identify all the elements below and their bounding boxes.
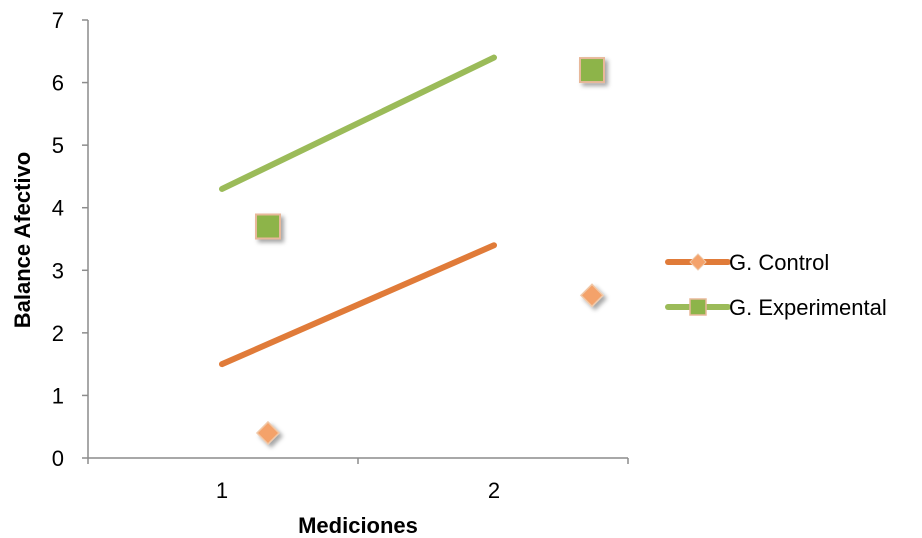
y-tick-label: 3 — [52, 258, 64, 283]
y-tick-label: 1 — [52, 383, 64, 408]
y-tick-label: 7 — [52, 8, 64, 33]
data-point-g-control — [255, 420, 281, 446]
legend-label: G. Control — [729, 250, 829, 275]
y-tick-label: 0 — [52, 446, 64, 471]
y-axis-ticks: 0 1 2 3 4 5 6 7 — [52, 8, 88, 471]
x-tick-label: 1 — [216, 478, 228, 503]
legend-entry-g-control: G. Control — [665, 250, 829, 275]
y-tick-label: 5 — [52, 133, 64, 158]
y-tick-label: 2 — [52, 321, 64, 346]
series-line-g-control — [219, 242, 497, 368]
x-tick-label: 2 — [488, 478, 500, 503]
legend-label: G. Experimental — [729, 295, 887, 320]
series-line-g-experimental — [219, 54, 497, 192]
x-axis-title: Mediciones — [298, 513, 418, 538]
data-point-g-control — [579, 283, 605, 308]
data-point-g-experimental — [579, 57, 605, 84]
series-markers — [255, 57, 605, 446]
legend-marker-square — [689, 298, 707, 316]
y-axis-title: Balance Afectivo — [10, 152, 35, 328]
y-tick-label: 6 — [52, 71, 64, 96]
legend-marker-diamond — [689, 253, 707, 271]
legend: G. Control G. Experimental — [665, 250, 887, 320]
legend-entry-g-experimental: G. Experimental — [665, 295, 887, 320]
y-tick-label: 4 — [52, 196, 64, 221]
data-point-g-experimental — [255, 213, 281, 240]
series-lines — [219, 54, 497, 368]
